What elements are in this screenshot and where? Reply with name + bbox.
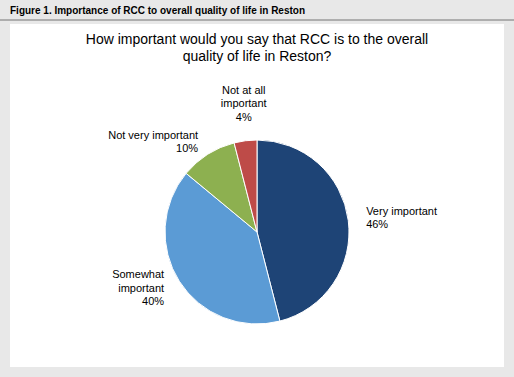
data-label: 40% [142,295,164,307]
category-label: important [118,282,164,294]
separator [0,20,514,21]
data-label: 10% [176,142,198,154]
category-label: Somewhat [112,268,164,280]
labels: Very important46%Somewhatimportant40%Not… [108,84,437,307]
data-label: 46% [366,218,388,230]
pie [165,140,349,324]
panel [10,24,504,367]
title-line: quality of life in Reston? [183,48,332,64]
category-label: Very important [366,205,437,217]
category-label: Not very important [108,129,198,141]
title: How important would you say that RCC is … [86,31,428,64]
category-label: important [221,97,267,109]
figure-label: Figure 1. Importance of RCC to overall q… [10,5,305,16]
category-label: Not at all [222,84,265,96]
chart: Figure 1. Importance of RCC to overall q… [0,0,514,377]
data-label: 4% [236,111,252,123]
slice [234,140,257,232]
background [0,0,514,377]
title-line: How important would you say that RCC is … [86,31,428,47]
